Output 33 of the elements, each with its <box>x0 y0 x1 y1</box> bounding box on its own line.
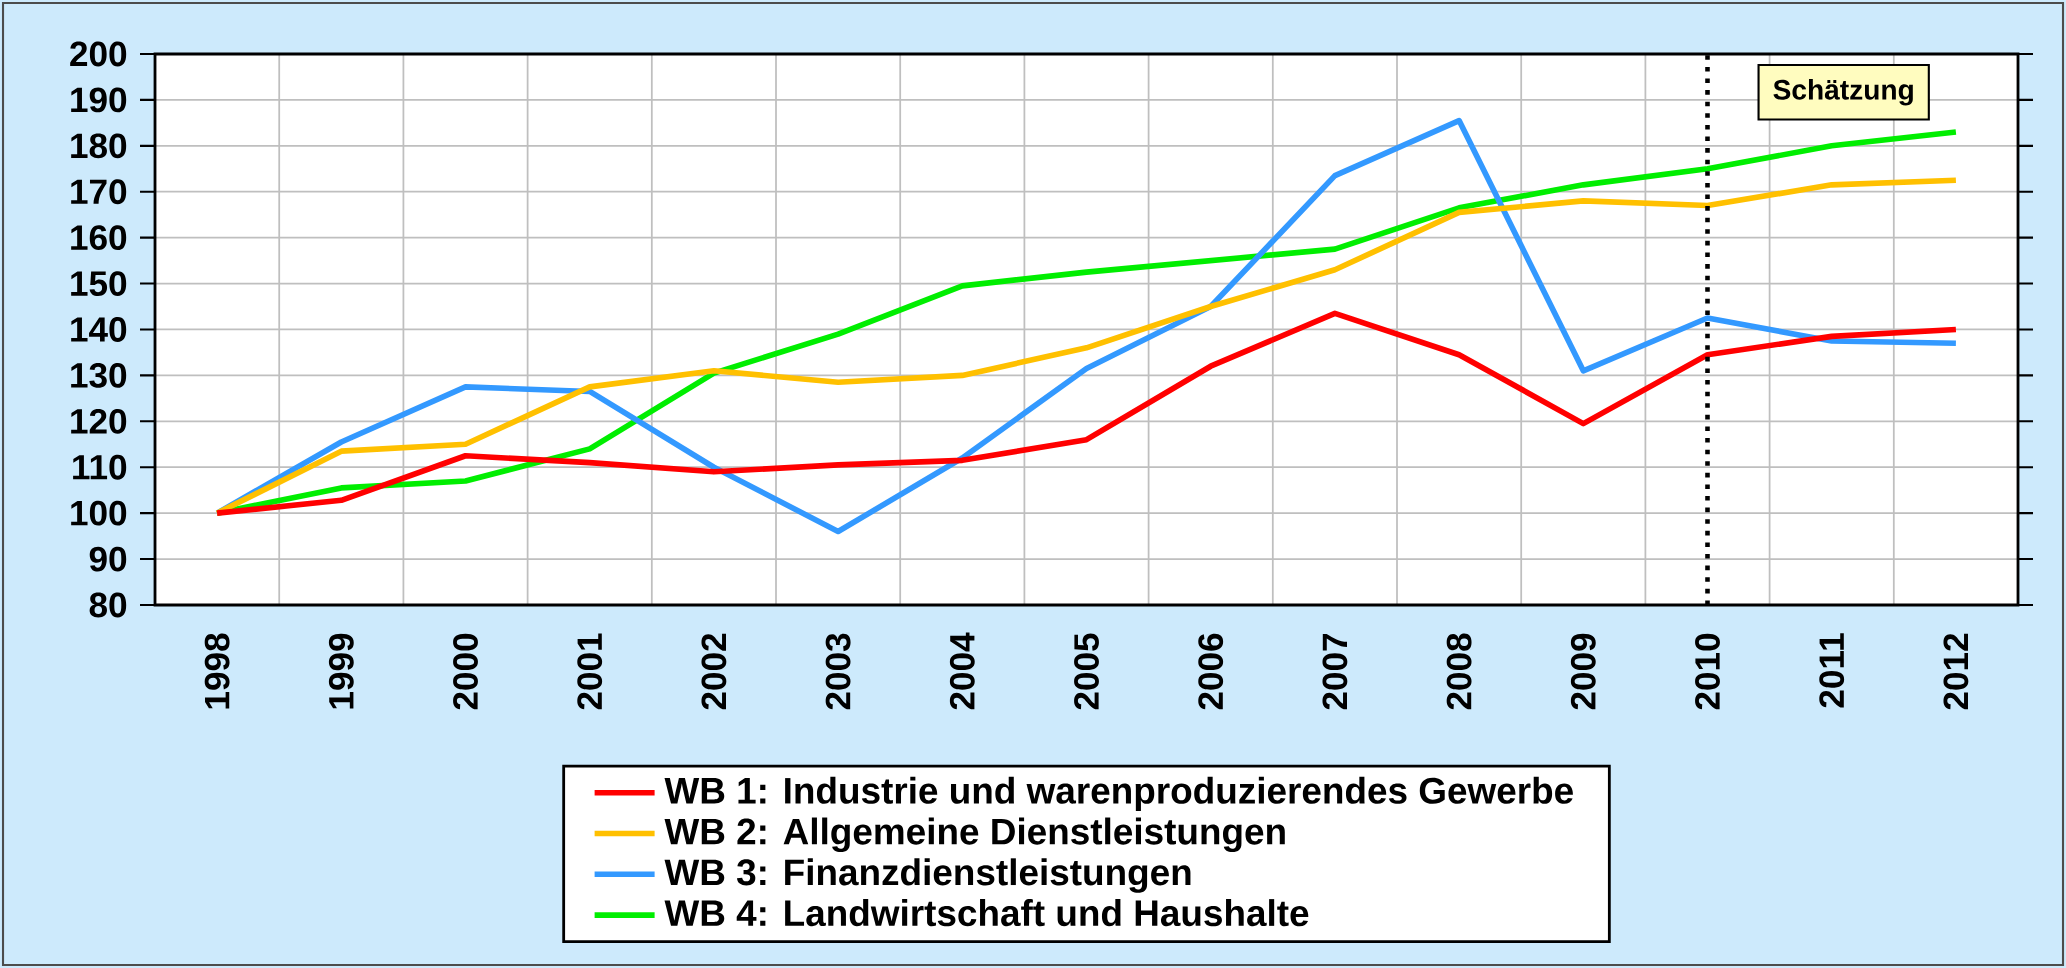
y-tick-label: 160 <box>71 225 127 251</box>
y-tick-label: 130 <box>71 362 127 388</box>
x-tick-label: 2002 <box>701 633 727 710</box>
legend-label: WB 1: Industrie und warenproduzierendes Gewerbe <box>664 776 1573 812</box>
y-tick-label: 100 <box>71 500 127 526</box>
y-tick-label: 200 <box>70 41 127 67</box>
y-tick-label: 190 <box>71 87 127 113</box>
x-tick-label: 2004 <box>949 632 975 710</box>
x-tick-label: 2000 <box>453 633 478 710</box>
x-tick-label: 2005 <box>1074 633 1099 710</box>
x-tick-label: 2011 <box>1819 633 1845 708</box>
x-tick-label: 1999 <box>328 633 354 709</box>
y-tick-label: 90 <box>89 546 127 572</box>
y-tick-label: 170 <box>71 179 127 205</box>
x-tick-label: 1998 <box>204 633 230 709</box>
x-tick-label: 2008 <box>1446 633 1472 710</box>
legend-label: WB 4: Landwirtschaft und Haushalte <box>664 899 1309 927</box>
x-tick-label: 2010 <box>1695 633 1720 710</box>
x-tick-label: 2006 <box>1198 633 1224 710</box>
x-tick-label: 2007 <box>1322 633 1348 710</box>
legend-label: WB 2: Allgemeine Dienstleistungen <box>664 817 1285 853</box>
y-tick-label: 140 <box>71 317 127 342</box>
x-tick-label: 2001 <box>577 633 603 710</box>
y-tick-label: 180 <box>71 133 127 159</box>
y-tick-label: 150 <box>71 271 127 297</box>
y-tick-label: 80 <box>89 592 127 618</box>
ref-line-label: Schätzung <box>1773 79 1913 106</box>
x-tick-label: 2012 <box>1943 633 1969 710</box>
y-tick-label: 110 <box>73 454 127 480</box>
x-tick-label: 2009 <box>1570 633 1596 710</box>
x-tick-label: 2003 <box>825 633 851 710</box>
legend-label: WB 3: Finanzdienstleistungen <box>664 858 1191 893</box>
y-tick-label: 120 <box>71 408 127 434</box>
